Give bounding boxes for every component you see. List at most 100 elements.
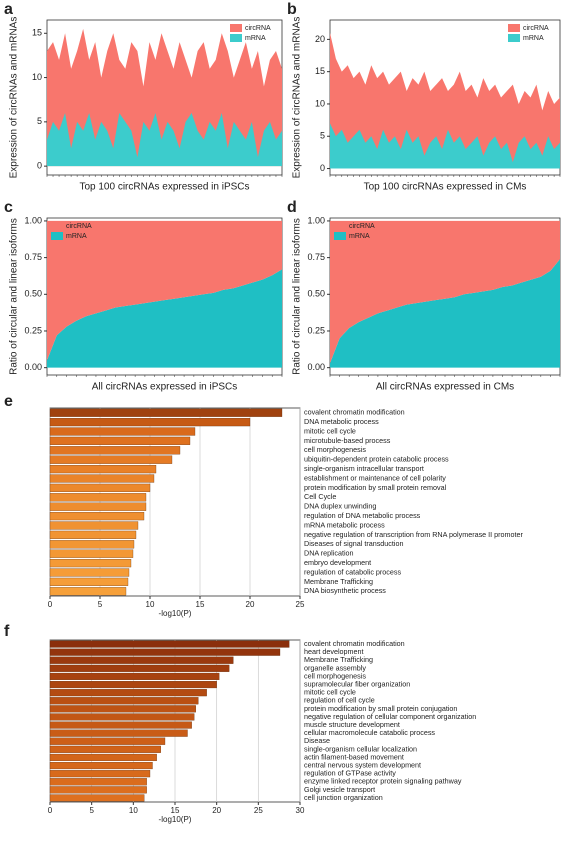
- legend-label: circRNA: [523, 25, 549, 32]
- bar: [49, 587, 127, 596]
- category-label: Cell Cycle: [304, 492, 336, 501]
- category-label: cell junction organization: [304, 793, 383, 802]
- y-tick-label: 0: [37, 161, 42, 171]
- legend-swatch: [508, 34, 520, 42]
- y-axis-label: Ratio of circular and linear isoforms: [9, 218, 20, 375]
- bar: [49, 656, 234, 664]
- panel-letter: e: [4, 393, 13, 410]
- category-label: cellular macromolecule catabolic process: [304, 728, 435, 737]
- category-label: protein modification by small protein re…: [304, 483, 447, 492]
- y-tick-label: 0.50: [307, 289, 325, 299]
- area: [330, 123, 560, 169]
- x-tick-label: 25: [254, 806, 263, 815]
- y-tick-label: 0: [320, 163, 325, 173]
- bar: [49, 721, 192, 729]
- category-label: single-organism cellular localization: [304, 744, 417, 753]
- category-label: central nervous system development: [304, 760, 421, 769]
- bar: [49, 493, 147, 502]
- bar: [49, 761, 153, 770]
- legend-swatch: [230, 24, 242, 32]
- x-axis-label: -log10(P): [159, 609, 192, 618]
- x-tick-label: 30: [296, 806, 305, 815]
- bar: [49, 648, 281, 656]
- bar: [49, 697, 199, 705]
- bar: [49, 794, 145, 802]
- panel-letter: c: [4, 199, 13, 216]
- bar: [49, 664, 230, 672]
- category-label: negative regulation of transcription fro…: [304, 530, 524, 539]
- legend-label: circRNA: [245, 25, 271, 32]
- x-tick-label: 25: [296, 600, 305, 609]
- category-label: negative regulation of cellular componen…: [304, 712, 476, 721]
- category-label: mRNA metabolic process: [304, 520, 385, 529]
- bar: [49, 672, 220, 681]
- x-tick-label: 0: [48, 806, 53, 815]
- legend-label: mRNA: [349, 233, 370, 240]
- y-tick-label: 0.75: [24, 252, 42, 262]
- category-label: covalent chromatin modification: [304, 639, 405, 648]
- bar: [49, 474, 155, 483]
- bar: [49, 577, 129, 586]
- category-label: enzyme linked receptor protein signaling…: [304, 777, 462, 786]
- bar: [49, 418, 251, 427]
- bar: [49, 689, 207, 697]
- x-tick-label: 20: [246, 600, 255, 609]
- y-tick-label: 0.25: [24, 325, 42, 335]
- area: [330, 32, 560, 169]
- y-tick-label: 0.00: [24, 362, 42, 372]
- y-tick-label: 0.25: [307, 325, 325, 335]
- bar: [49, 786, 147, 794]
- y-tick-label: 20: [315, 34, 325, 44]
- category-label: Golgi vesicle transport: [304, 785, 375, 794]
- category-label: DNA duplex unwinding: [304, 502, 376, 511]
- bar: [49, 512, 145, 521]
- legend-label: circRNA: [66, 223, 92, 230]
- x-tick-label: 5: [98, 600, 103, 609]
- legend-swatch: [230, 34, 242, 42]
- legend-swatch: [508, 24, 520, 32]
- y-tick-label: 0.75: [307, 252, 325, 262]
- y-axis-label: Expression of circRNAs and mRNAs: [9, 17, 20, 179]
- bar: [49, 530, 137, 539]
- bar: [49, 640, 290, 648]
- y-tick-label: 0.00: [307, 362, 325, 372]
- category-label: mitotic cell cycle: [304, 688, 356, 697]
- plot-frame: [49, 407, 301, 597]
- category-label: DNA metabolic process: [304, 417, 379, 426]
- bar: [49, 737, 166, 745]
- bar: [49, 778, 147, 786]
- x-axis-label: All circRNAs expressed in CMs: [376, 382, 514, 393]
- category-label: cell morphogenesis: [304, 671, 366, 680]
- x-tick-label: 5: [89, 806, 94, 815]
- area: [330, 220, 560, 364]
- category-label: Disease: [304, 736, 330, 745]
- bar: [49, 436, 191, 445]
- panel-letter: b: [287, 1, 297, 18]
- bar: [49, 465, 157, 474]
- x-tick-label: 0: [48, 600, 53, 609]
- x-tick-label: 15: [196, 600, 205, 609]
- category-label: cell morphogenesis: [304, 445, 366, 454]
- category-label: microtubule-based process: [304, 436, 391, 445]
- area: [47, 113, 282, 167]
- bar: [49, 559, 132, 568]
- legend-label: mRNA: [66, 233, 87, 240]
- bar: [49, 427, 196, 436]
- x-tick-label: 10: [129, 806, 138, 815]
- x-tick-label: 15: [171, 806, 180, 815]
- legend-swatch: [51, 222, 63, 230]
- category-label: Membrane Trafficking: [304, 577, 373, 586]
- category-label: covalent chromatin modification: [304, 408, 405, 417]
- bar: [49, 446, 181, 455]
- category-label: establishment or maintenance of cell pol…: [304, 473, 446, 482]
- category-label: Membrane Trafficking: [304, 655, 373, 664]
- bar: [49, 408, 283, 417]
- category-label: regulation of DNA metabolic process: [304, 511, 421, 520]
- y-axis-label: Expression of circRNAs and mRNAs: [292, 17, 303, 179]
- category-label: muscle structure development: [304, 720, 400, 729]
- bar: [49, 568, 130, 577]
- area: [330, 259, 560, 368]
- panel-letter: d: [287, 199, 297, 216]
- bar: [49, 745, 161, 753]
- category-label: protein modification by small protein co…: [304, 704, 457, 713]
